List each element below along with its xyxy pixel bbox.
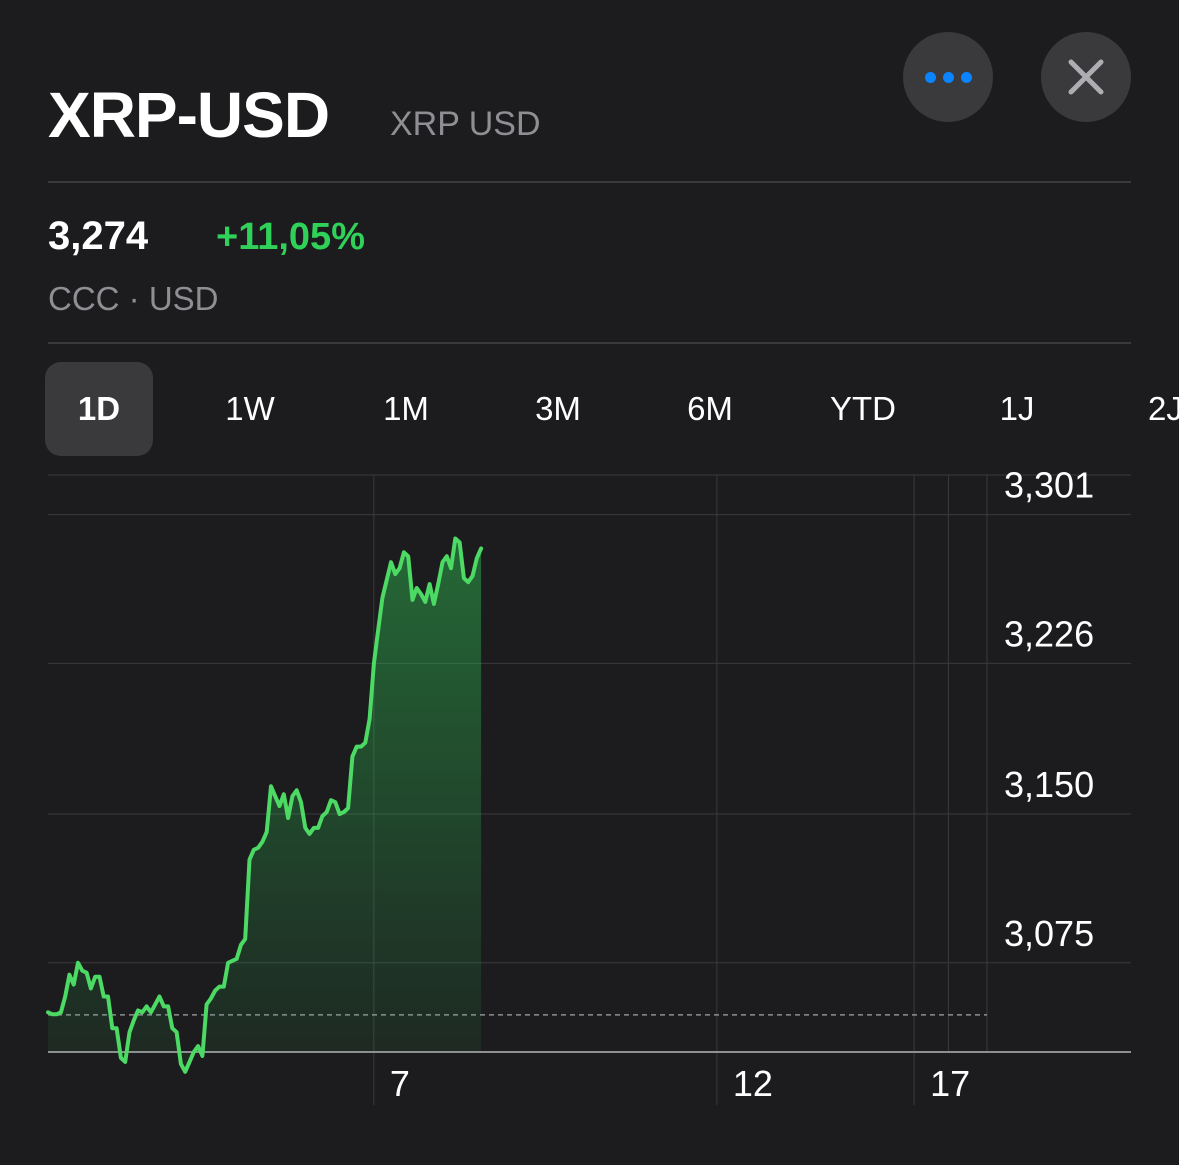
price-change: +11,05%	[216, 216, 365, 258]
more-button[interactable]	[903, 32, 993, 122]
quote-divider	[48, 342, 1131, 344]
current-price: 3,274	[48, 214, 149, 258]
x-tick-label: 12	[733, 1063, 773, 1104]
tab-3m[interactable]: 3M	[535, 390, 581, 427]
y-tick-label: 3,075	[1004, 913, 1094, 954]
range-tabs: 1D 1W 1M 3M 6M YTD 1J 2J	[0, 362, 1179, 456]
header-divider	[48, 181, 1131, 183]
y-tick-label: 3,150	[1004, 764, 1094, 805]
x-tick-label: 17	[930, 1063, 970, 1104]
price-line	[46, 536, 484, 1074]
tab-1w[interactable]: 1W	[225, 390, 275, 427]
x-tick-label: 7	[390, 1063, 410, 1104]
tab-ytd[interactable]: YTD	[830, 390, 896, 427]
tab-1j[interactable]: 1J	[999, 390, 1035, 427]
price-chart[interactable]: 3,301 3,226 3,150 3,075 7 12 17	[0, 470, 1179, 1120]
tab-1m[interactable]: 1M	[383, 390, 429, 427]
close-icon	[1068, 59, 1104, 95]
price-area	[48, 538, 482, 1072]
tab-6m[interactable]: 6M	[687, 390, 733, 427]
exchange-label: CCC · USD	[48, 280, 219, 317]
page-subtitle: XRP USD	[390, 105, 541, 143]
y-tick-label: 3,226	[1004, 613, 1094, 654]
close-button[interactable]	[1041, 32, 1131, 122]
tab-2j[interactable]: 2J	[1148, 390, 1179, 427]
tab-1d[interactable]: 1D	[45, 362, 153, 456]
footer-text: · · ·· · ····· · ········· ········· ···…	[48, 1150, 536, 1165]
y-tick-label: 3,301	[1004, 470, 1094, 506]
ellipsis-icon	[924, 71, 972, 83]
page-title: XRP-USD	[48, 79, 330, 151]
